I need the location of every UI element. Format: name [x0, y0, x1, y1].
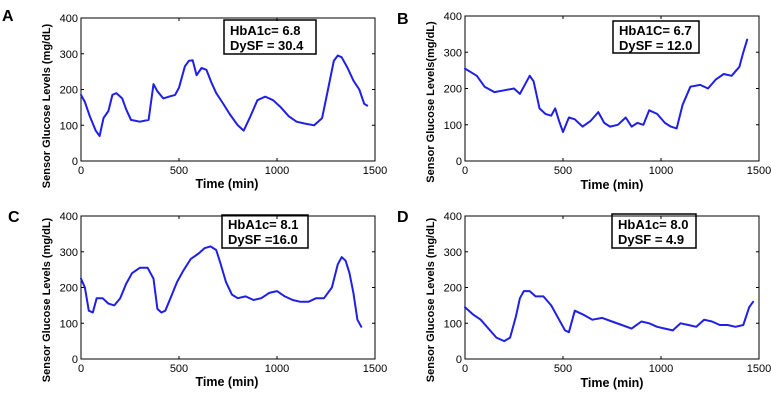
- y-tick-label-c-4: 400: [60, 211, 78, 223]
- stat-box-b: [612, 20, 700, 54]
- dysf-label-b: DySF = 12.0: [619, 38, 692, 53]
- y-tick-label-b-1: 100: [444, 120, 462, 132]
- panel-b: B Sensor Glucose Levels(mg/dL) Time (min…: [397, 11, 700, 192]
- y-axis-label-a: Sensor Glucose Levels (mg/dL): [41, 23, 53, 188]
- panel-letter-a: A: [2, 8, 14, 25]
- y-tick-label-d-1: 100: [444, 318, 462, 330]
- y-tick-label-b-0: 0: [456, 156, 462, 168]
- x-tick-label-a-3: 1500: [363, 165, 387, 177]
- x-tick-label-a-2: 1000: [265, 165, 289, 177]
- y-tick-label-c-1: 100: [60, 318, 78, 330]
- y-tick-label-d-2: 200: [444, 283, 462, 295]
- plot-d: 0 500 1000 1500 0 100 200 300 400: [444, 211, 771, 375]
- stat-box-c: [221, 214, 309, 249]
- y-tick-label-d-3: 300: [444, 247, 462, 259]
- y-tick-label-c-2: 200: [60, 283, 78, 295]
- dysf-label-a: DySF = 30.4: [230, 38, 304, 53]
- x-tick-label-b-3: 1500: [747, 165, 771, 177]
- y-axis-label-c: Sensor Glucose Levels (mg/dL): [41, 217, 53, 382]
- dysf-label-c: DySF =16.0: [228, 232, 298, 247]
- plot-a: 0 500 1000 1500 0 100 200 300 400: [60, 13, 388, 177]
- hba1c-label-d: HbA1c= 8.0: [618, 217, 688, 232]
- plot-b: 0 500 1000 1500 0 100 200 300 400: [444, 11, 771, 177]
- x-tick-label-a-1: 500: [170, 165, 188, 177]
- y-tick-label-b-4: 400: [444, 11, 462, 23]
- x-tick-label-d-0: 0: [462, 363, 468, 375]
- y-tick-label-a-2: 200: [60, 85, 78, 97]
- x-tick-label-c-3: 1500: [363, 363, 387, 375]
- glucose-series-line-b: [464, 38, 749, 133]
- y-tick-label-a-0: 0: [72, 156, 78, 168]
- stat-box-d: [611, 213, 697, 249]
- glucose-series-line-d: [464, 290, 755, 343]
- panel-c: C Sensor Glucose Levels (mg/dL) Time (mi…: [8, 209, 309, 389]
- x-axis-label-a: Time (min): [196, 177, 259, 191]
- x-tick-label-c-2: 1000: [265, 363, 289, 375]
- glucose-series-line-a: [80, 54, 369, 137]
- y-tick-label-a-4: 400: [60, 13, 78, 25]
- panel-letter-b: B: [397, 11, 409, 28]
- hba1c-label-c: HbA1c= 8.1: [228, 217, 298, 232]
- y-tick-label-a-1: 100: [60, 120, 78, 132]
- y-tick-label-d-4: 400: [444, 211, 462, 223]
- x-tick-label-b-1: 500: [554, 165, 572, 177]
- y-tick-label-a-3: 300: [60, 49, 78, 61]
- x-tick-label-b-0: 0: [462, 165, 468, 177]
- dysf-label-d: DySF = 4.9: [618, 232, 684, 247]
- y-tick-label-c-0: 0: [72, 354, 78, 366]
- x-axis-label-d: Time (min): [581, 376, 644, 390]
- x-tick-label-c-1: 500: [170, 363, 188, 375]
- panel-a: A Sensor Glucose Levels (mg/dL) Time (mi…: [2, 8, 317, 191]
- y-axis-label-d: Sensor Glucose Levels (mg/dL): [425, 217, 437, 382]
- y-tick-label-c-3: 300: [60, 247, 78, 259]
- y-axis-label-b: Sensor Glucose Levels(mg/dL): [425, 21, 437, 183]
- x-tick-label-d-1: 500: [554, 363, 572, 375]
- x-tick-label-c-0: 0: [78, 363, 84, 375]
- glucose-series-line-c: [80, 245, 363, 328]
- x-tick-label-d-2: 1000: [649, 363, 673, 375]
- x-axis-label-c: Time (min): [196, 375, 259, 389]
- x-tick-label-b-2: 1000: [649, 165, 673, 177]
- stat-box-a: [223, 19, 317, 55]
- x-tick-label-a-0: 0: [78, 165, 84, 177]
- panel-letter-c: C: [8, 209, 20, 226]
- y-tick-label-b-2: 200: [444, 84, 462, 96]
- panel-letter-d: D: [397, 209, 409, 226]
- y-tick-label-d-0: 0: [456, 354, 462, 366]
- plot-c: 0 500 1000 1500 0 100 200 300 400: [60, 211, 388, 375]
- y-tick-label-b-3: 300: [444, 47, 462, 59]
- x-axis-label-b: Time (min): [581, 178, 644, 192]
- panel-d: D Sensor Glucose Levels (mg/dL) Time (mi…: [397, 209, 697, 390]
- hba1c-label-a: HbA1c= 6.8: [230, 23, 300, 38]
- hba1c-label-b: HbA1C= 6.7: [619, 23, 692, 38]
- x-tick-label-d-3: 1500: [747, 363, 771, 375]
